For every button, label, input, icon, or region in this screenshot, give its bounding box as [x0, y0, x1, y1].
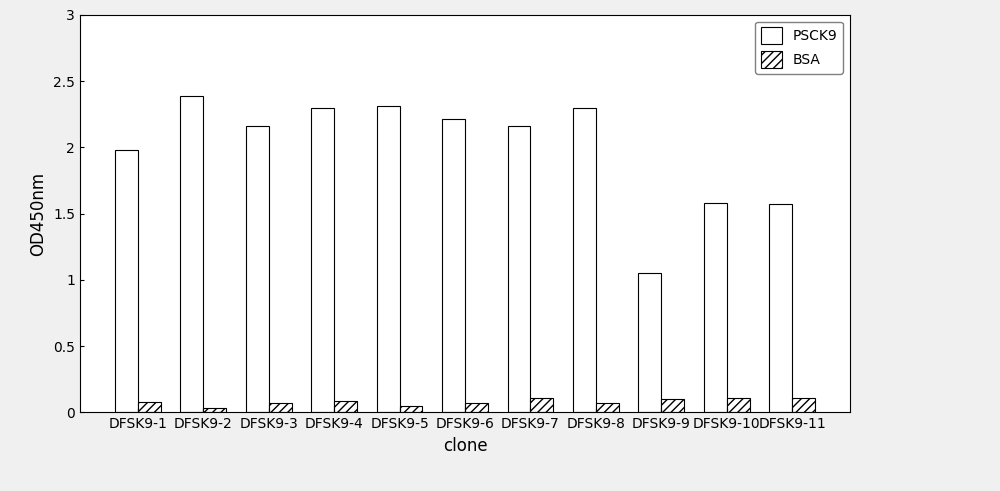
- Bar: [442, 119, 465, 412]
- Bar: [311, 108, 334, 412]
- Legend: PSCK9, BSA: PSCK9, BSA: [755, 22, 843, 74]
- Bar: [792, 398, 815, 412]
- Bar: [596, 403, 619, 412]
- Bar: [377, 106, 400, 412]
- Bar: [180, 96, 203, 412]
- Bar: [508, 126, 530, 412]
- Y-axis label: OD450nm: OD450nm: [30, 171, 48, 256]
- Bar: [400, 406, 422, 412]
- Bar: [727, 398, 750, 412]
- Bar: [530, 398, 553, 412]
- Bar: [465, 403, 488, 412]
- Bar: [203, 409, 226, 412]
- Bar: [115, 150, 138, 412]
- X-axis label: clone: clone: [443, 437, 487, 455]
- Bar: [661, 399, 684, 412]
- Bar: [246, 126, 269, 412]
- Bar: [138, 402, 161, 412]
- Bar: [638, 273, 661, 412]
- Bar: [269, 403, 292, 412]
- Bar: [769, 204, 792, 412]
- Bar: [573, 108, 596, 412]
- Bar: [334, 401, 357, 412]
- Bar: [704, 203, 727, 412]
